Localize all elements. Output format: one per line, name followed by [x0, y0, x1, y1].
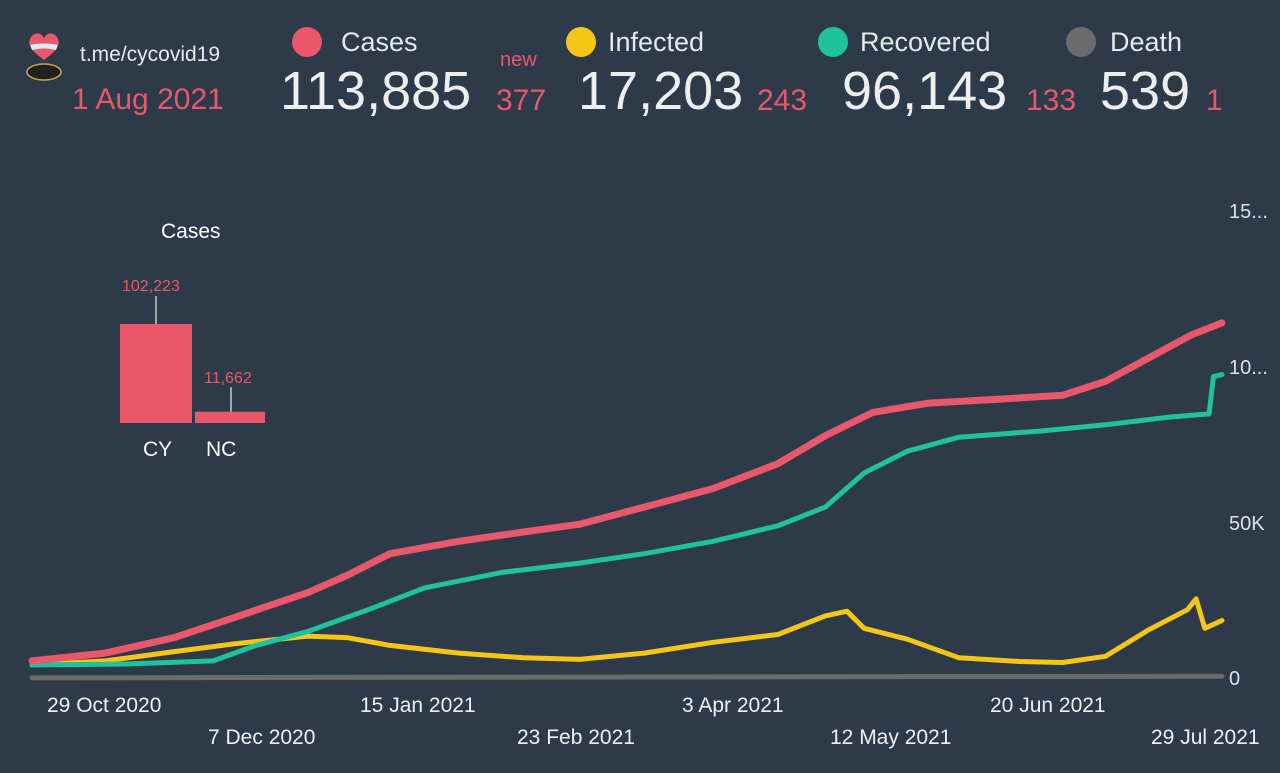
bar-cy-value: 102,223 [122, 278, 180, 295]
bar-nc-label: NC [206, 438, 237, 461]
death-total: 539 [1100, 61, 1191, 121]
series-infected-line [29, 596, 1225, 668]
infected-new: 243 [757, 84, 808, 117]
recovered-new: 133 [1026, 84, 1077, 117]
infected-label: Infected [608, 27, 705, 57]
channel-link[interactable]: t.me/cycovid19 [80, 43, 221, 66]
series-recovered-line [29, 372, 1225, 668]
y-tick-150k: 15... [1229, 201, 1268, 223]
x-tick-feb23: 23 Feb 2021 [517, 726, 635, 749]
y-tick-50k: 50K [1229, 513, 1265, 535]
cases-new: 377 [496, 84, 547, 117]
series-death-line [29, 673, 1225, 681]
x-tick-apr3: 3 Apr 2021 [682, 694, 784, 717]
y-tick-0: 0 [1229, 668, 1241, 690]
bar-nc-value: 11,662 [204, 370, 252, 387]
bar-cy-label: CY [143, 438, 173, 461]
series-cases-line [28, 319, 1226, 665]
recovered-label: Recovered [860, 27, 991, 57]
bar-nc [195, 411, 265, 423]
recovered-total: 96,143 [842, 61, 1008, 121]
recovered-legend-dot [818, 27, 848, 57]
cases-total: 113,885 [280, 61, 472, 121]
new-label: new [500, 49, 537, 71]
x-tick-dec7: 7 Dec 2020 [208, 726, 316, 749]
report-date: 1 Aug 2021 [72, 83, 224, 116]
x-tick-may12: 12 May 2021 [830, 726, 952, 749]
y-tick-100k: 10... [1229, 357, 1268, 379]
death-new: 1 [1206, 84, 1223, 117]
infected-legend-dot [566, 27, 596, 57]
cases-legend-dot [292, 27, 322, 57]
x-tick-oct29: 29 Oct 2020 [47, 694, 162, 717]
x-tick-jan15: 15 Jan 2021 [360, 694, 476, 717]
x-tick-jul29: 29 Jul 2021 [1151, 726, 1260, 749]
cases-split-chart [120, 296, 265, 423]
heart-logo-icon [26, 33, 62, 81]
death-legend-dot [1066, 27, 1096, 57]
bar-cy [120, 324, 192, 423]
death-label: Death [1110, 27, 1183, 57]
cases-split-title: Cases [161, 220, 221, 243]
x-tick-jun20: 20 Jun 2021 [990, 694, 1106, 717]
cases-label: Cases [341, 27, 418, 57]
infected-total: 17,203 [578, 61, 744, 121]
